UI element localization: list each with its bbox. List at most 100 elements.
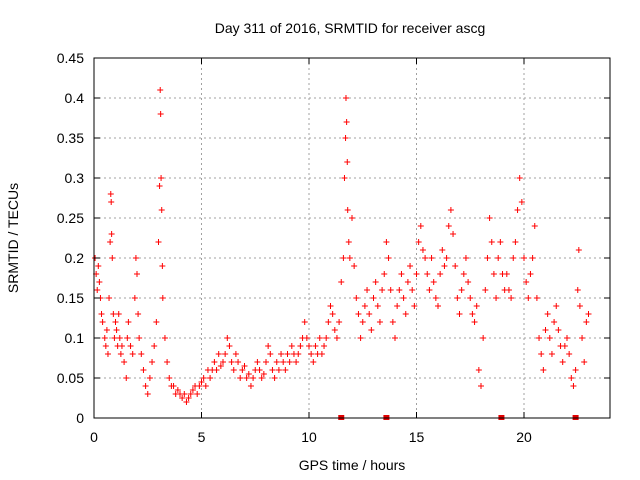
data-point bbox=[555, 327, 562, 333]
data-point bbox=[428, 255, 435, 261]
data-point bbox=[346, 255, 353, 261]
data-point bbox=[288, 343, 295, 349]
data-point bbox=[181, 391, 188, 397]
data-point bbox=[381, 271, 388, 277]
data-point bbox=[102, 343, 109, 349]
data-point bbox=[174, 387, 181, 393]
data-point bbox=[548, 351, 555, 357]
data-point bbox=[284, 351, 291, 357]
data-point bbox=[456, 311, 463, 317]
data-point bbox=[164, 359, 171, 365]
data-point bbox=[98, 311, 105, 317]
data-point bbox=[198, 379, 205, 385]
data-point bbox=[183, 399, 190, 405]
data-point bbox=[115, 311, 122, 317]
data-point bbox=[200, 375, 207, 381]
data-point bbox=[123, 375, 130, 381]
data-point bbox=[286, 359, 293, 365]
data-point bbox=[245, 371, 252, 377]
data-point bbox=[94, 287, 101, 293]
data-point bbox=[157, 111, 164, 117]
data-point bbox=[202, 383, 209, 389]
data-point bbox=[121, 359, 128, 365]
data-point bbox=[111, 335, 118, 341]
data-point bbox=[153, 319, 160, 325]
data-point bbox=[275, 367, 282, 373]
data-point bbox=[411, 303, 418, 309]
data-point bbox=[179, 395, 186, 401]
data-point bbox=[155, 239, 162, 245]
data-point bbox=[215, 351, 222, 357]
data-point bbox=[568, 375, 575, 381]
data-point bbox=[510, 255, 517, 261]
data-point bbox=[572, 367, 579, 373]
x-tick-label: 5 bbox=[198, 429, 206, 445]
data-point bbox=[407, 263, 414, 269]
data-point bbox=[450, 231, 457, 237]
data-point bbox=[443, 255, 450, 261]
data-point bbox=[95, 263, 102, 269]
data-point bbox=[237, 375, 244, 381]
data-point bbox=[482, 287, 489, 293]
chart-title: Day 311 of 2016, SRMTID for receiver asc… bbox=[215, 20, 486, 36]
data-point bbox=[243, 375, 250, 381]
data-point bbox=[349, 215, 355, 221]
data-point bbox=[540, 367, 547, 373]
data-point bbox=[478, 383, 484, 389]
data-point bbox=[559, 359, 566, 365]
data-point bbox=[344, 159, 351, 165]
data-point bbox=[357, 335, 364, 341]
data-point bbox=[131, 295, 138, 301]
data-point bbox=[116, 335, 123, 341]
data-point bbox=[514, 207, 521, 213]
data-point bbox=[460, 271, 467, 277]
data-point bbox=[185, 395, 192, 401]
data-point bbox=[222, 351, 229, 357]
y-tick-label: 0.35 bbox=[57, 130, 84, 146]
data-point bbox=[329, 311, 336, 317]
data-point bbox=[355, 311, 362, 317]
data-point bbox=[170, 383, 177, 389]
data-point bbox=[344, 207, 351, 213]
data-point bbox=[230, 367, 237, 373]
data-point bbox=[258, 375, 265, 381]
data-point bbox=[135, 311, 142, 317]
data-point bbox=[343, 119, 350, 125]
data-point bbox=[232, 351, 239, 357]
y-tick-label: 0.25 bbox=[57, 210, 84, 226]
data-point bbox=[263, 359, 269, 365]
data-point bbox=[318, 351, 325, 357]
data-point bbox=[445, 223, 452, 229]
data-point bbox=[235, 359, 242, 365]
data-point bbox=[518, 199, 525, 205]
data-point bbox=[108, 199, 115, 205]
data-point bbox=[503, 271, 510, 277]
data-point bbox=[366, 311, 373, 317]
y-tick-label: 0.1 bbox=[65, 330, 85, 346]
data-point bbox=[523, 279, 530, 285]
data-point bbox=[516, 175, 523, 181]
data-point bbox=[531, 223, 538, 229]
data-point bbox=[361, 303, 368, 309]
data-point bbox=[536, 335, 543, 341]
data-point bbox=[151, 343, 158, 349]
data-point bbox=[217, 363, 224, 369]
data-point bbox=[325, 319, 332, 325]
data-point bbox=[316, 335, 323, 341]
data-point bbox=[394, 303, 401, 309]
data-point bbox=[583, 319, 590, 325]
data-point bbox=[99, 319, 106, 325]
data-point bbox=[585, 311, 592, 317]
data-point bbox=[140, 367, 147, 373]
data-point bbox=[345, 239, 352, 245]
data-point bbox=[159, 295, 166, 301]
data-point bbox=[542, 327, 549, 333]
y-tick-labels: 0 0.05 0.1 0.15 0.2 0.25 0.3 0.35 0.4 0.45 bbox=[57, 50, 84, 426]
data-point bbox=[471, 319, 478, 325]
x-axis-label: GPS time / hours bbox=[299, 457, 406, 473]
data-point bbox=[452, 263, 459, 269]
data-point bbox=[379, 287, 386, 293]
data-point bbox=[467, 295, 474, 301]
data-point bbox=[224, 335, 231, 341]
data-point bbox=[465, 279, 472, 285]
